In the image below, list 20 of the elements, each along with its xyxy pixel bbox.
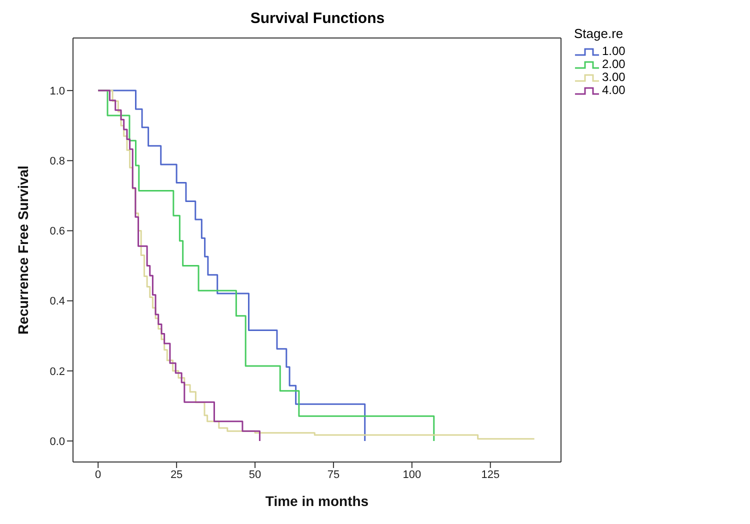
chart-title: Survival Functions xyxy=(249,10,386,27)
legend-label: 3.00 xyxy=(602,70,626,84)
x-tick-label: 50 xyxy=(248,468,262,481)
legend-label: 1.00 xyxy=(602,44,626,58)
x-axis-title: Time in months xyxy=(265,493,369,509)
x-tick-label: 0 xyxy=(95,468,102,481)
x-tick-label: 25 xyxy=(170,468,183,481)
legend-title: Stage.re xyxy=(574,26,624,41)
x-tick-label: 100 xyxy=(402,468,422,481)
y-tick-label: 0.8 xyxy=(50,156,65,168)
y-tick-label: 0.4 xyxy=(50,296,65,308)
x-tick-label: 75 xyxy=(327,468,340,481)
y-tick-label: 0.0 xyxy=(50,436,65,448)
y-tick-label: 1.0 xyxy=(50,85,65,98)
y-axis-title: Recurrence Free Survival xyxy=(14,166,31,334)
x-tick-label: 125 xyxy=(481,468,500,481)
y-tick-label: 0.2 xyxy=(50,366,65,378)
legend-label: 2.00 xyxy=(602,57,626,71)
legend-label: 4.00 xyxy=(602,83,626,97)
y-tick-label: 0.6 xyxy=(50,226,65,238)
